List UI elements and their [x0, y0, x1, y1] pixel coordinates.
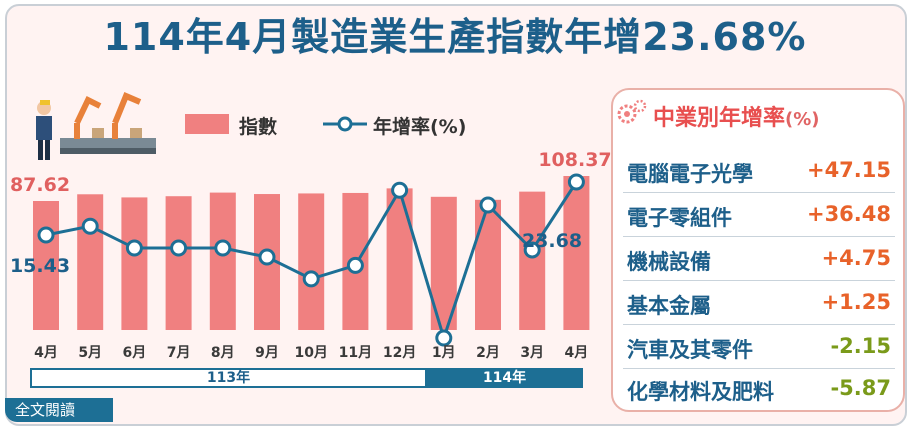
growth-point [567, 173, 585, 191]
data-label-index-last: 108.37 [538, 149, 611, 171]
index-bar [298, 193, 325, 330]
data-label-growth-first: 15.43 [10, 255, 70, 277]
growth-point [391, 181, 409, 199]
industry-growth-panel: 中業別年增率(%) 電腦電子光學 +47.15 電子零組件 +36.48 機械設… [611, 88, 905, 412]
growth-point [479, 196, 497, 214]
industry-value: -2.15 [830, 334, 891, 358]
industry-value: +1.25 [821, 290, 891, 314]
legend-growth-label: 年增率(%) [373, 116, 467, 138]
growth-point [170, 239, 188, 257]
growth-point [346, 256, 364, 274]
index-bar [33, 201, 59, 330]
industry-value: -5.87 [830, 376, 891, 400]
industry-name: 電子零組件 [627, 206, 732, 230]
read-full-button[interactable]: 全文閱讀 [5, 398, 113, 422]
x-tick-label: 3月 [520, 345, 544, 361]
industry-name: 機械設備 [627, 250, 711, 274]
x-tick-label: 10月 [294, 345, 327, 361]
page-title: 114年4月製造業生產指數年增23.68% [103, 15, 807, 59]
industry-row: 化學材料及肥料 -5.87 [623, 368, 895, 410]
index-bar [519, 191, 546, 330]
industry-row: 機械設備 +4.75 [623, 238, 895, 281]
industry-value: +47.15 [806, 158, 891, 182]
index-bar [209, 192, 236, 330]
index-bar [475, 199, 501, 330]
panel-title-text: 中業別年增率 [653, 106, 786, 131]
index-bar [121, 197, 148, 330]
factory-robot-icon [36, 92, 156, 160]
industry-name: 汽車及其零件 [627, 338, 753, 362]
x-tick-label: 1月 [432, 345, 456, 361]
gears-icon [617, 99, 647, 124]
index-bar [386, 188, 413, 330]
industry-name: 電腦電子光學 [627, 162, 753, 186]
growth-point [125, 239, 143, 257]
industry-row: 基本金屬 +1.25 [623, 282, 895, 325]
industry-name: 化學材料及肥料 [627, 380, 774, 404]
x-tick-label: 9月 [255, 345, 279, 361]
x-tick-label: 4月 [565, 345, 589, 361]
index-bar [563, 176, 590, 330]
growth-point [302, 270, 320, 288]
industry-row: 汽車及其零件 -2.15 [623, 326, 895, 369]
panel-title: 中業別年增率(%) [653, 100, 820, 132]
index-bar [165, 196, 192, 330]
growth-point [81, 217, 99, 235]
x-tick-label: 11月 [339, 345, 372, 361]
index-bar [77, 194, 104, 330]
x-tick-label: 6月 [123, 345, 147, 361]
x-tick-label: 7月 [167, 345, 191, 361]
growth-point [258, 248, 276, 266]
year-axis: 113年 114年 [30, 368, 587, 388]
growth-point [37, 226, 55, 244]
year-113-label: 113年 [30, 368, 427, 388]
x-tick-label: 12月 [383, 345, 416, 361]
year-114-label: 114年 [426, 368, 583, 388]
x-tick-label: 8月 [211, 345, 235, 361]
data-label-index-first: 87.62 [10, 174, 70, 196]
industry-value: +4.75 [821, 246, 891, 270]
x-tick-label: 2月 [476, 345, 500, 361]
x-tick-label: 4月 [34, 345, 58, 361]
legend-index-label: 指數 [239, 116, 278, 138]
industry-value: +36.48 [806, 202, 891, 226]
legend-line-swatch [323, 116, 367, 132]
growth-point [214, 239, 232, 257]
industry-name: 基本金屬 [627, 294, 711, 318]
industry-row: 電腦電子光學 +47.15 [623, 150, 895, 193]
legend-bar-swatch [185, 114, 229, 134]
panel-title-unit: (%) [785, 109, 820, 130]
industry-row: 電子零組件 +36.48 [623, 194, 895, 237]
growth-point [523, 241, 541, 259]
x-tick-label: 5月 [78, 345, 102, 361]
growth-point [435, 329, 453, 347]
data-label-growth-last: 23.68 [522, 230, 582, 252]
